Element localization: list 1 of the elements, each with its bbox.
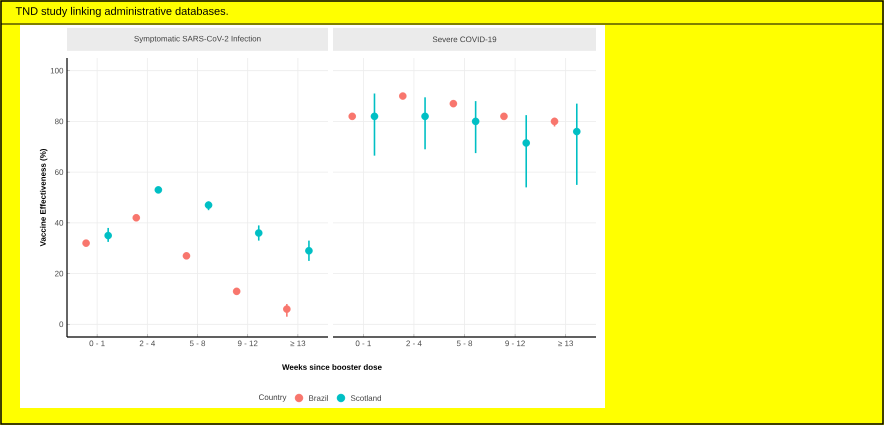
text: TND study linking administrative databases. bbox=[16, 6, 228, 18]
